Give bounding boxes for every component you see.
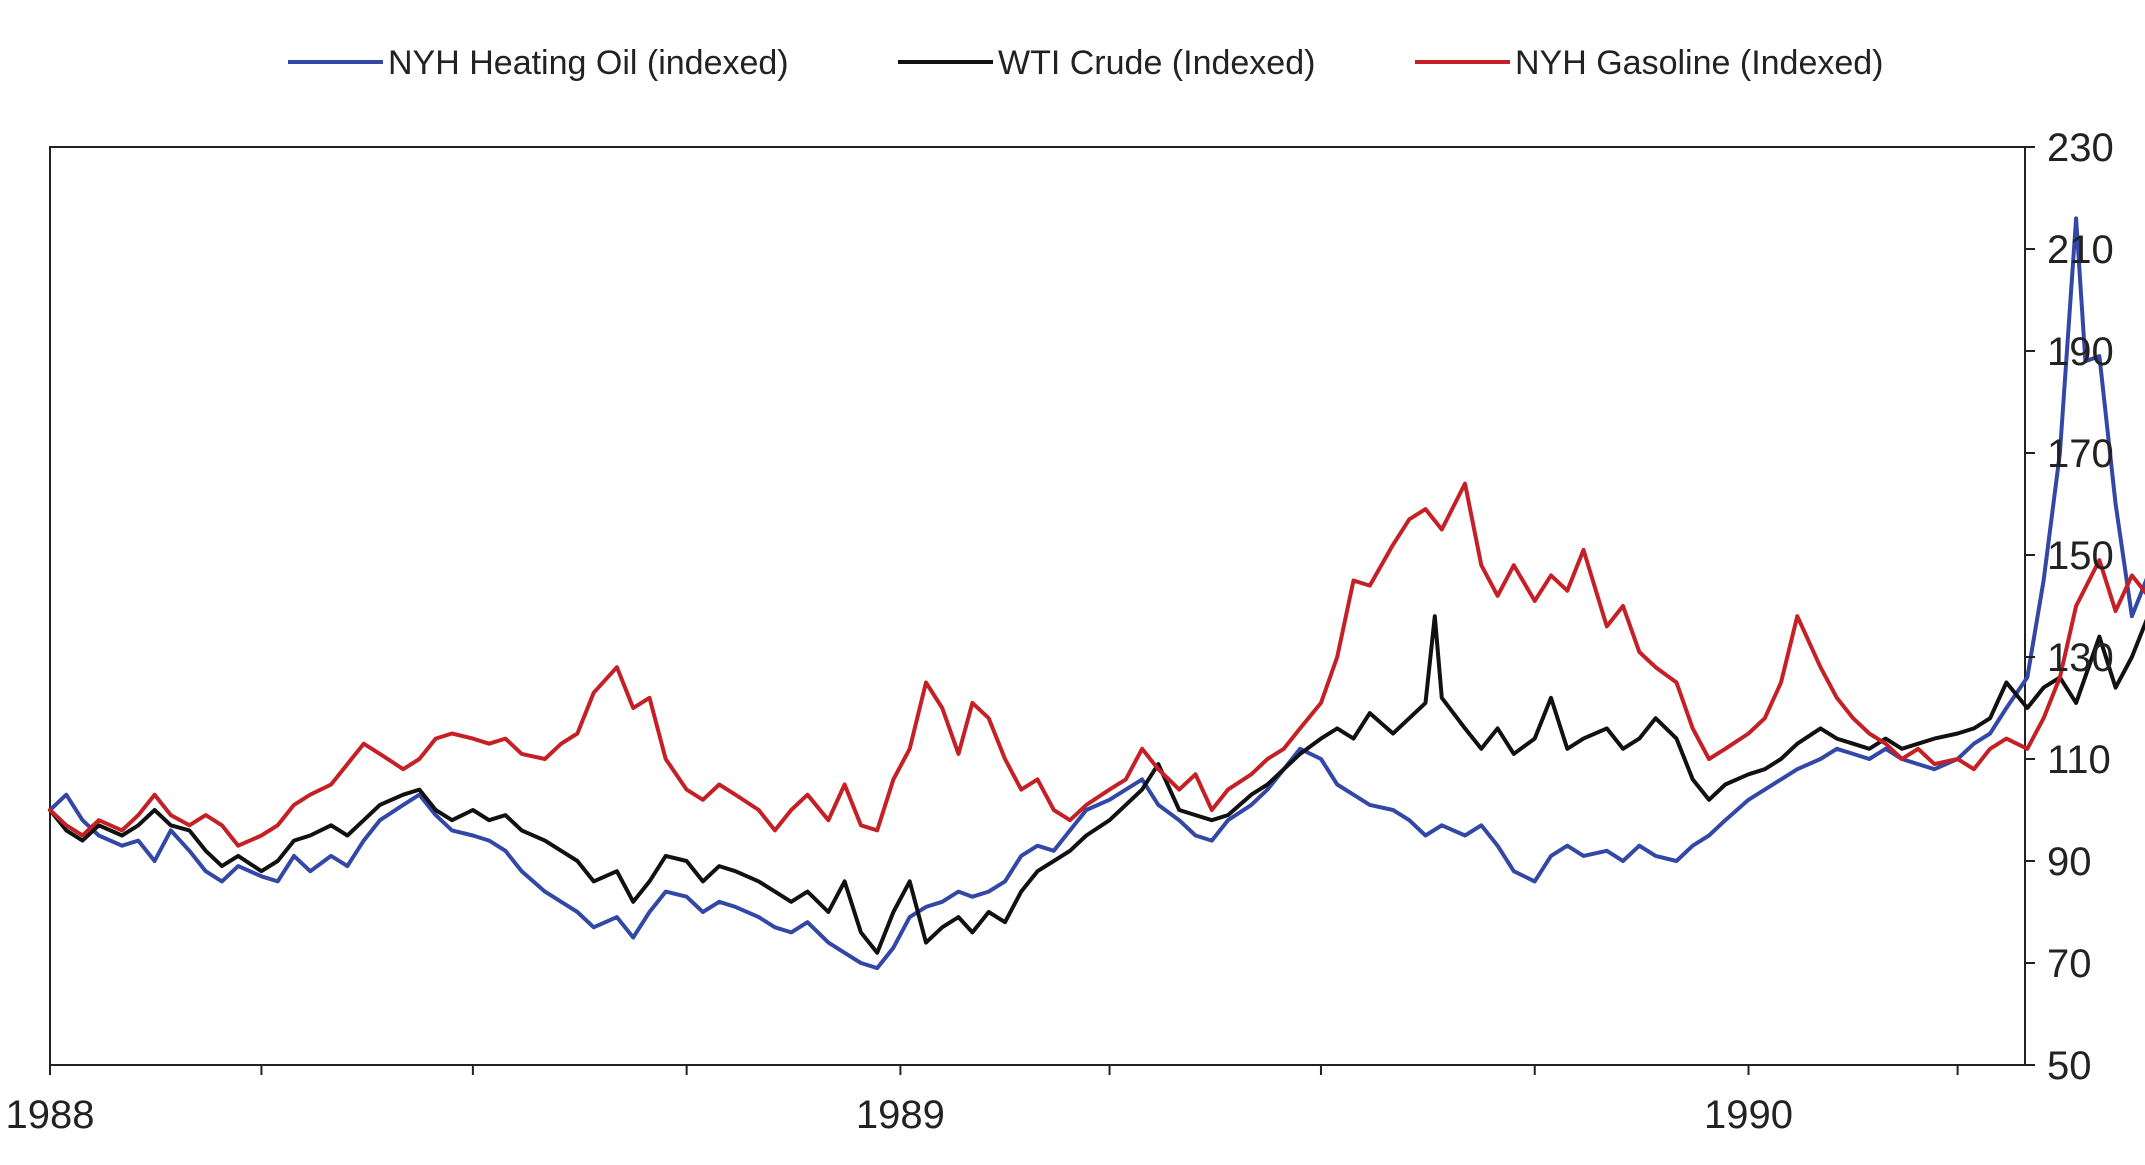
legend-label: NYH Heating Oil (indexed) [388,44,789,82]
y-tick-label: 70 [2047,942,2092,986]
legend-label: NYH Gasoline (Indexed) [1515,44,1884,82]
x-tick-label: 1988 [6,1093,95,1137]
series-line-2 [48,614,2145,955]
plot-area-frame [49,146,2026,1066]
y-tick-label: 230 [2047,126,2114,170]
series-line-3 [48,481,2145,848]
legend: NYH Heating Oil (indexed) WTI Crude (Inde… [288,44,1884,82]
x-tick-label: 1989 [856,1093,945,1137]
series-line-1 [48,216,2145,971]
y-tick-label: 50 [2047,1044,2092,1088]
series-layer [48,216,2145,971]
y-tick-label: 150 [2047,534,2114,578]
x-axis: 1988 1989 1990 [6,1065,1959,1137]
y-axis: 50 70 90 110 130 150 170 190 210 230 [2025,126,2114,1088]
y-tick-label: 90 [2047,840,2092,884]
x-tick-label: 1990 [1704,1093,1793,1137]
y-tick-label: 190 [2047,330,2114,374]
legend-label: WTI Crude (Indexed) [998,44,1315,82]
y-tick-label: 130 [2047,636,2114,680]
y-tick-label: 210 [2047,228,2114,272]
y-tick-label: 110 [2047,738,2111,782]
y-tick-label: 170 [2047,432,2114,476]
